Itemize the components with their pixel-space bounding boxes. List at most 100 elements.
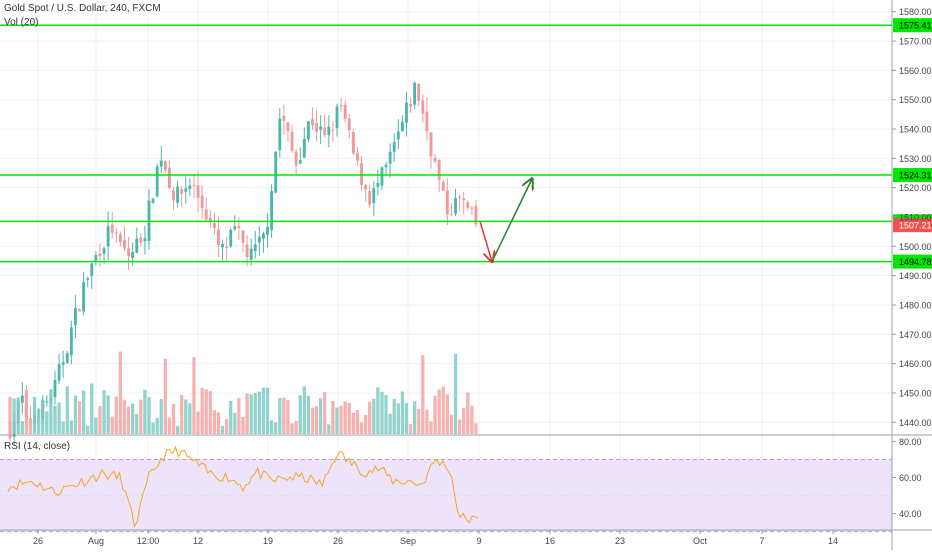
volume-bar [163,358,167,434]
volume-bar [61,421,65,434]
volume-bar [380,391,384,434]
volume-bar [184,399,188,434]
candle-body [69,327,73,356]
projection-arrow-down [479,221,492,261]
volume-bar [421,355,425,434]
candle-body [429,132,433,157]
volume-bar [204,389,208,434]
volume-bar [24,389,29,434]
candle-body [437,159,441,180]
volume-bar [12,398,16,434]
volume-bar [57,402,61,434]
volume-bar [200,387,204,434]
candle-body [155,166,159,197]
candle-body [339,105,343,107]
volume-bar [167,417,172,434]
candle-body [257,236,261,243]
volume-bar [196,411,200,434]
volume-bar [135,414,139,434]
candle-body [127,248,130,257]
volume-legend[interactable]: Vol (20) [4,17,39,28]
volume-bar [45,411,49,434]
last-price-badge [893,218,932,233]
volume-bar [159,399,163,434]
volume-bar [404,403,409,434]
candle-body [294,151,298,166]
volume-bar [278,397,282,434]
level-label-1494.78: 1494.78 [899,257,932,267]
volume-bar [131,403,135,434]
volume-bar [372,398,376,434]
volume-bar [155,417,159,434]
volume-bar [286,400,290,434]
volume-bar [86,425,90,434]
volume-bar [392,398,396,434]
time-tick-label: 23 [615,536,625,546]
volume-bar [298,395,302,434]
candle-body [74,307,77,326]
candle-body [466,202,470,208]
candle-body [306,121,310,140]
symbol-legend[interactable]: Gold Spot / U.S. Dollar, 240, FXCM [4,3,161,14]
candle-body [86,278,90,280]
price-tick-label: 1460.00 [899,359,932,369]
time-tick-label: Oct [693,536,708,546]
candle-body [78,309,81,312]
volume-bar [437,389,441,434]
candle-body [135,238,139,253]
volume-bar [180,394,184,434]
candle-body [274,151,278,193]
candle-body [347,118,351,131]
volume-bar [98,406,102,434]
candle-body [315,123,318,132]
volume-bar [445,394,449,434]
candle-body [241,230,245,243]
time-tick-label: 12:00 [137,536,160,546]
price-tick-label: 1520.00 [899,183,932,193]
volume-bar [20,421,24,434]
volume-bar [139,399,143,434]
rsi-legend[interactable]: RSI (14, close) [4,441,71,452]
volume-bar [110,416,114,434]
candle-body [163,161,167,171]
candle-body [151,198,155,203]
volume-bar [118,351,123,434]
time-tick-label: 12 [193,536,203,546]
candle-body [290,131,294,151]
volume-bar [331,400,335,434]
candle-body [200,195,204,208]
price-tick-label: 1550.00 [899,95,932,105]
volume-bar [220,425,225,434]
candle-body [82,282,86,312]
candle-body [212,223,216,228]
candle-body [282,115,286,121]
candle-body [421,100,425,114]
candle-body [388,151,392,164]
price-tick-label: 1580.00 [899,7,932,17]
volume-bar [212,410,217,434]
volume-bar [73,395,78,434]
candle-body [376,182,380,187]
last-price-label: 1507.21 [899,221,932,231]
candle-body [221,244,224,248]
candle-body [233,226,237,230]
volume-bar [323,392,327,434]
candle-body [396,131,400,140]
volume-bar [233,412,237,434]
time-tick-label: Aug [88,536,104,546]
candle-body [335,106,339,129]
candle-body [311,119,314,126]
volume-bar [339,406,343,434]
candle-body [102,248,106,254]
volume-bar [425,409,429,434]
price-tick-label: 1490.00 [899,271,932,281]
candle-body [225,246,229,248]
price-tick-label: 1530.00 [899,154,932,164]
volume-bar [41,399,45,434]
volume-bar [69,420,73,434]
candle-body [474,206,478,225]
candle-body [123,239,126,249]
